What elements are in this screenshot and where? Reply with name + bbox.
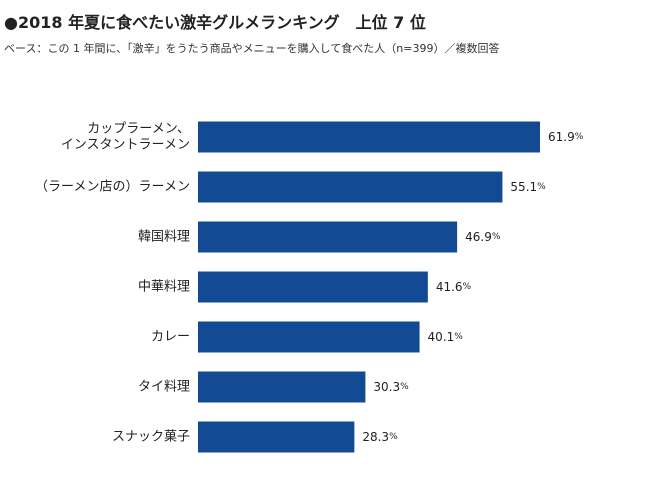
value-unit: % xyxy=(454,332,463,342)
category-label: インスタントラーメン xyxy=(61,138,190,153)
value-unit: % xyxy=(389,432,398,442)
value-label: 61.9% xyxy=(548,130,584,144)
chart-title: ●2018 年夏に食べたい激辛グルメランキング 上位 7 位 xyxy=(4,13,426,32)
value-label: 41.6% xyxy=(436,280,472,294)
value-unit: % xyxy=(537,182,546,192)
category-label: （ラーメン店の）ラーメン xyxy=(35,180,190,195)
value-unit: % xyxy=(575,132,584,142)
value-label: 30.3% xyxy=(373,380,409,394)
category-labels: カップラーメン、インスタントラーメン （ラーメン店の）ラーメン韓国料理中華料理カレ… xyxy=(35,122,190,445)
value-label: 40.1% xyxy=(428,330,464,344)
value-unit: % xyxy=(492,232,501,242)
value-labels: 61.9% 55.1% 46.9% 41.6% 40.1% 30.3% 28.3% xyxy=(362,130,583,444)
bars xyxy=(198,121,540,453)
category-label: タイ料理 xyxy=(138,380,190,395)
bar xyxy=(198,121,540,153)
value-unit: % xyxy=(400,382,409,392)
value-unit: % xyxy=(463,282,472,292)
category-label: スナック菓子 xyxy=(112,430,190,445)
value-label: 46.9% xyxy=(465,230,501,244)
category-label: 韓国料理 xyxy=(138,230,190,245)
value-label: 28.3% xyxy=(362,430,398,444)
category-label: カップラーメン、 xyxy=(87,122,190,137)
chart-subtitle: ベース：この 1 年間に、「激辛」をうたう商品やメニューを購入して食べた人（n=… xyxy=(4,42,500,55)
bar xyxy=(198,271,428,303)
value-label: 55.1% xyxy=(510,180,546,194)
category-label: カレー xyxy=(151,330,190,345)
bar xyxy=(198,221,458,253)
category-label: 中華料理 xyxy=(138,280,190,295)
bar xyxy=(198,421,355,453)
bar xyxy=(198,171,503,203)
bar xyxy=(198,321,420,353)
bar xyxy=(198,371,366,403)
